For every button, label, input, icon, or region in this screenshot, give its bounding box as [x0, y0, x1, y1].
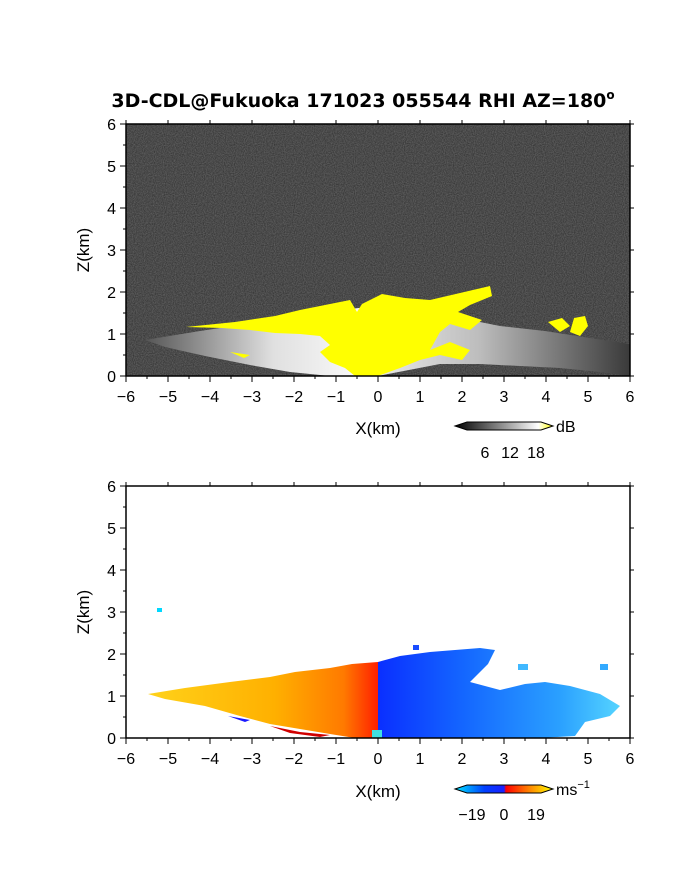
echo-saturated-yellow [186, 286, 492, 376]
x-axis-label: X(km) [355, 782, 400, 801]
x-axis-label: X(km) [355, 419, 400, 438]
velocity-isolated-pixel [600, 664, 608, 670]
y-tick-label: 6 [107, 117, 116, 134]
x-tick-label: −4 [201, 751, 219, 768]
colorbar-velocity-bar [453, 784, 555, 794]
x-tick-label: 6 [626, 389, 635, 406]
y-axis-label: Z(km) [74, 590, 93, 634]
colorbar-db-unit: dB [556, 419, 576, 436]
x-tick-label: 3 [500, 389, 509, 406]
velocity-negative-region [378, 648, 620, 738]
y-tick-label: 4 [107, 563, 116, 580]
y-tick-label: 2 [107, 647, 116, 664]
colorbar-velocity: ms−1 −19 0 19 [453, 779, 590, 824]
velocity-blue-edge [228, 716, 250, 722]
y-tick-label: 3 [107, 605, 116, 622]
x-tick-label: 3 [500, 751, 509, 768]
x-tick-label: 0 [374, 751, 383, 768]
x-tick-label: −2 [285, 751, 303, 768]
velocity-red-edge [270, 726, 330, 737]
echo-yellow-right-patch2 [570, 316, 588, 336]
y-tick-label: 4 [107, 201, 116, 218]
velocity-isolated-pixel [413, 645, 419, 650]
colorbar-velocity-tick: 19 [527, 807, 545, 824]
colorbar-db-tick: 6 [481, 445, 490, 462]
y-tick-label: 2 [107, 285, 116, 302]
x-tick-label: −4 [201, 389, 219, 406]
y-tick-label: 0 [107, 369, 116, 386]
colorbar-velocity-tick: −19 [458, 807, 485, 824]
colorbar-db-bar [453, 421, 555, 431]
x-tick-label: 2 [458, 389, 467, 406]
colorbar-velocity-tick: 0 [500, 807, 509, 824]
x-tick-label: 4 [542, 389, 551, 406]
y-tick-label: 1 [107, 689, 116, 706]
x-tick-label: 1 [416, 389, 425, 406]
colorbar-db-tick: 12 [501, 445, 519, 462]
velocity-isolated-pixel [518, 664, 528, 670]
x-tick-label: −6 [117, 389, 135, 406]
x-tick-label: 0 [374, 389, 383, 406]
x-tick-label: −5 [159, 389, 177, 406]
y-tick-label: 6 [107, 479, 116, 496]
chart-title: 3D-CDL@Fukuoka 171023 055544 RHI AZ=180o [111, 88, 614, 112]
y-axis-label: Z(km) [74, 228, 93, 272]
velocity-near-zero-patch [372, 730, 382, 738]
x-tick-label: 5 [584, 751, 593, 768]
colorbar-db: dB 6 12 18 [453, 419, 576, 462]
y-tick-label: 0 [107, 731, 116, 748]
y-tick-label: 5 [107, 521, 116, 538]
x-tick-label: −5 [159, 751, 177, 768]
x-tick-label: −1 [327, 389, 345, 406]
x-tick-label: 2 [458, 751, 467, 768]
velocity-positive-region [148, 662, 378, 738]
x-tick-label: 6 [626, 751, 635, 768]
x-ticks: −6 −5 −4 −3 −2 −1 0 1 2 3 4 5 6 [117, 482, 635, 768]
y-tick-label: 5 [107, 159, 116, 176]
y-ticks: 0 1 2 3 4 5 6 [107, 479, 634, 748]
x-tick-label: −2 [285, 389, 303, 406]
x-tick-label: 1 [416, 751, 425, 768]
colorbar-db-tick: 18 [527, 445, 545, 462]
velocity-isolated-pixel [157, 608, 162, 612]
x-tick-label: −3 [243, 389, 261, 406]
y-tick-label: 1 [107, 327, 116, 344]
colorbar-velocity-unit: ms−1 [556, 779, 590, 799]
x-tick-label: −3 [243, 751, 261, 768]
y-tick-label: 3 [107, 243, 116, 260]
y-ticks: 0 1 2 3 4 5 6 [107, 117, 634, 386]
x-tick-label: 5 [584, 389, 593, 406]
x-tick-label: 4 [542, 751, 551, 768]
echo-yellow-right-patch [548, 318, 570, 332]
x-tick-label: −1 [327, 751, 345, 768]
x-ticks: −6 −5 −4 −3 −2 −1 0 1 2 3 4 5 6 [117, 120, 635, 406]
echo-yellow-left-streak [230, 352, 250, 358]
x-tick-label: −6 [117, 751, 135, 768]
